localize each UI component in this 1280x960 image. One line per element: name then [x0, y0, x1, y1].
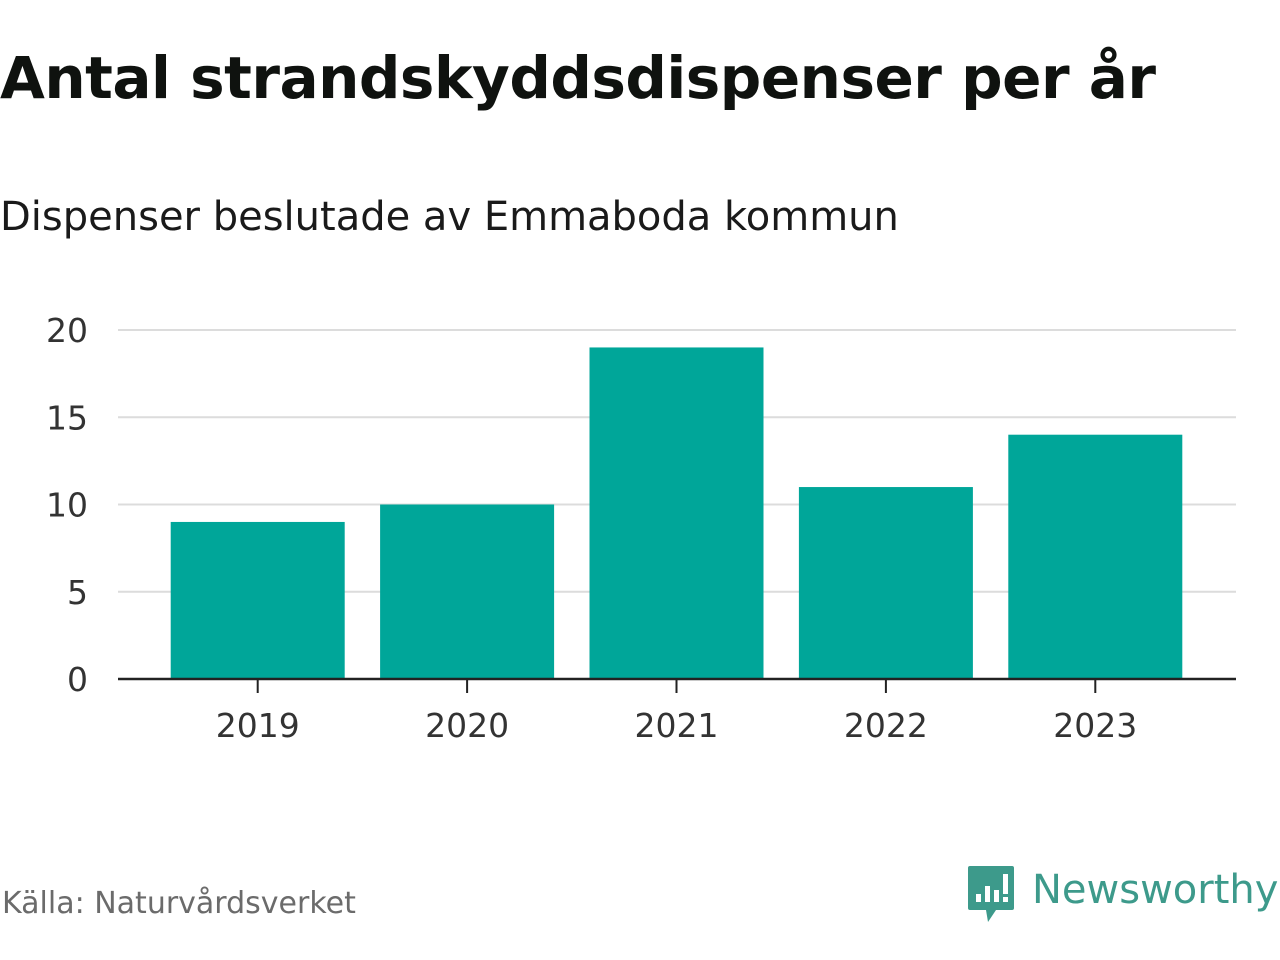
bar-2022[interactable] [798, 487, 973, 679]
y-tick-label: 0 [67, 660, 88, 699]
bar-2020[interactable] [380, 504, 555, 680]
x-tick-label: 2020 [425, 706, 509, 745]
y-tick-label: 15 [46, 398, 88, 437]
x-tick-label: 2023 [1053, 706, 1137, 745]
x-tick-label: 2021 [635, 706, 719, 745]
y-tick-label: 5 [67, 573, 88, 612]
bar-2023[interactable] [1008, 434, 1183, 679]
tick-labels: 0 5 10 15 20 2019 2020 2021 2022 2023 [46, 311, 1137, 745]
bar-2019[interactable] [170, 521, 345, 679]
bar-2021[interactable] [589, 347, 764, 679]
brand-name: Newsworthy [1032, 867, 1279, 913]
brand-logo[interactable]: Newsworthy [966, 862, 1278, 926]
source-note: Källa: Naturvårdsverket [2, 886, 356, 921]
chart-subtitle: Dispenser beslutade av Emmaboda kommun [0, 194, 899, 240]
axes [118, 677, 1236, 693]
chart-title: Antal strandskyddsdispenser per år [0, 44, 1156, 112]
bars [170, 347, 1183, 680]
y-tick-label: 10 [46, 486, 88, 525]
x-tick-label: 2019 [216, 706, 300, 745]
x-tick-label: 2022 [844, 706, 928, 745]
y-tick-label: 20 [46, 311, 88, 350]
newsworthy-logo-icon [968, 866, 1014, 922]
